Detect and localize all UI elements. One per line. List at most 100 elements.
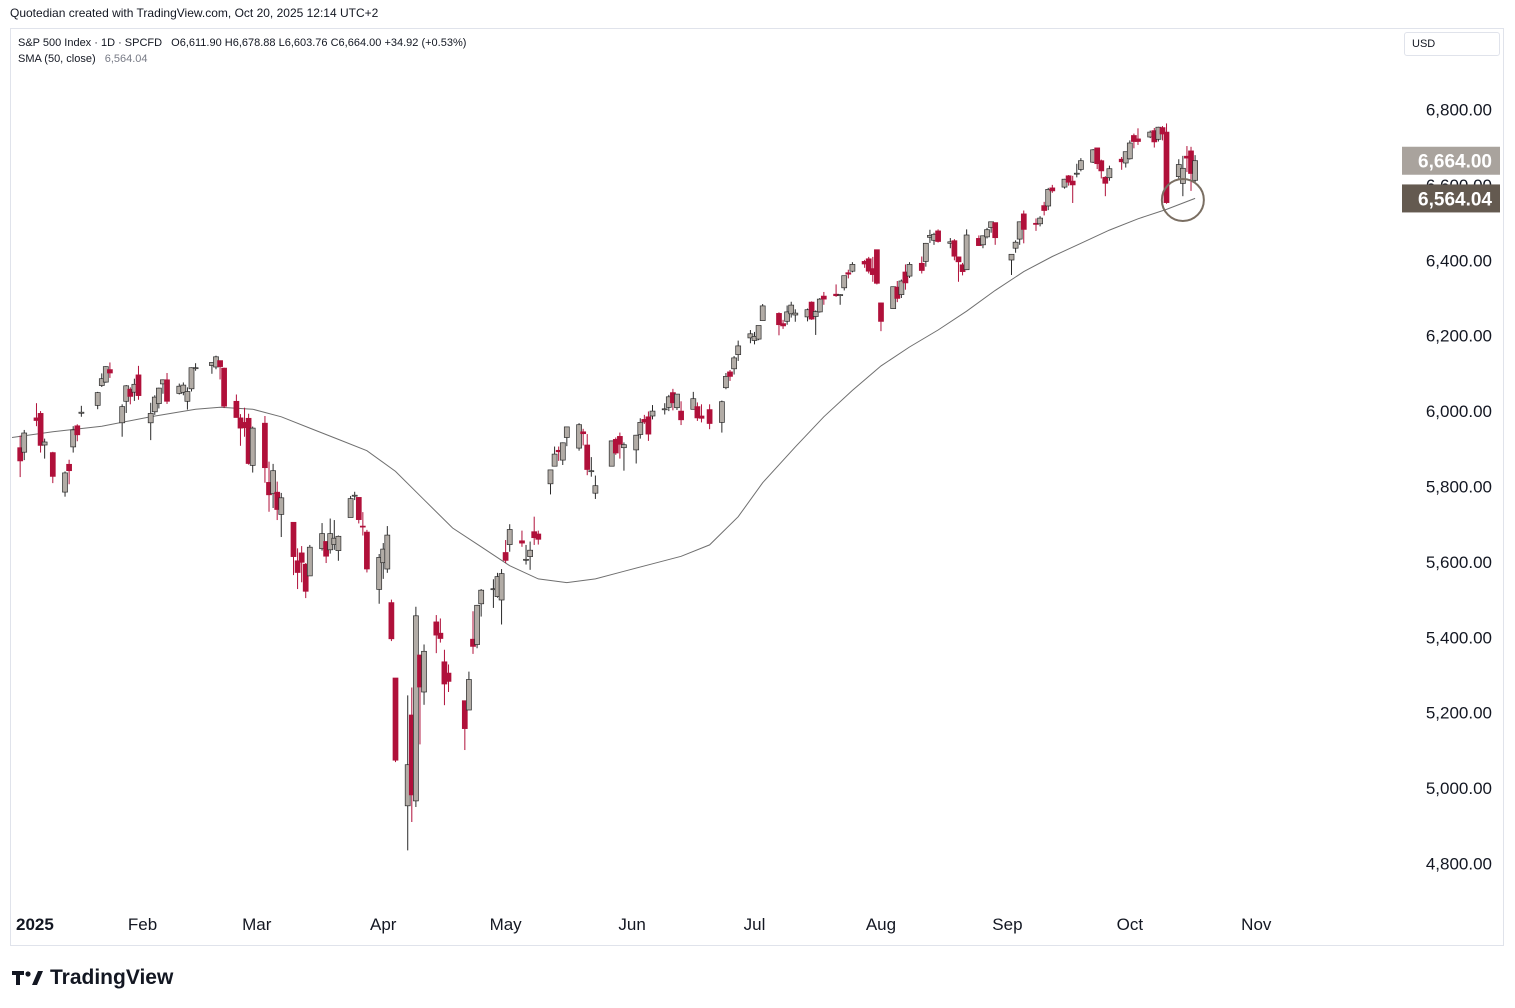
candle[interactable] [837, 294, 844, 305]
candle[interactable] [384, 526, 391, 573]
candle[interactable] [523, 544, 529, 565]
candle[interactable] [727, 369, 733, 381]
candle[interactable] [1094, 147, 1101, 170]
candle[interactable] [519, 530, 525, 547]
candle[interactable] [249, 426, 256, 473]
candle[interactable] [376, 553, 383, 604]
candle[interactable] [319, 523, 325, 551]
candle[interactable] [237, 414, 244, 446]
candle[interactable] [784, 305, 790, 325]
candle[interactable] [612, 437, 619, 455]
candle[interactable] [298, 546, 305, 583]
candle[interactable] [262, 415, 268, 483]
candle[interactable] [547, 469, 554, 495]
candle[interactable] [1078, 158, 1084, 172]
candle[interactable] [498, 569, 505, 625]
candle[interactable] [1049, 184, 1056, 193]
candle[interactable] [437, 618, 444, 643]
candle[interactable] [906, 262, 913, 279]
candle[interactable] [747, 330, 754, 344]
candle[interactable] [278, 492, 285, 538]
candle[interactable] [66, 459, 72, 485]
candle[interactable] [466, 671, 472, 711]
candle[interactable] [637, 418, 644, 439]
candle[interactable] [180, 382, 187, 396]
candle[interactable] [951, 239, 958, 261]
candle[interactable] [792, 309, 799, 322]
candle[interactable] [902, 264, 909, 290]
candle[interactable] [723, 373, 729, 390]
candle[interactable] [980, 235, 986, 249]
candle[interactable] [1073, 163, 1080, 178]
candle[interactable] [327, 518, 334, 554]
candle[interactable] [294, 548, 301, 590]
candle[interactable] [1098, 159, 1105, 179]
candle[interactable] [351, 491, 358, 501]
candle[interactable] [955, 256, 962, 282]
candle[interactable] [233, 394, 240, 418]
candle[interactable] [698, 404, 705, 423]
candle[interactable] [694, 402, 701, 421]
candle[interactable] [94, 391, 101, 410]
candle[interactable] [474, 604, 480, 649]
candle[interactable] [119, 404, 126, 437]
candle[interactable] [678, 401, 684, 426]
candle[interactable] [188, 367, 195, 392]
candle[interactable] [918, 256, 925, 274]
candle[interactable] [690, 391, 697, 410]
symbol-label[interactable]: S&P 500 Index · 1D · SPCFD [18, 37, 163, 49]
candle[interactable] [1012, 240, 1019, 253]
candle[interactable] [1037, 216, 1043, 227]
candle[interactable] [364, 529, 370, 573]
candle[interactable] [1065, 175, 1072, 186]
candle[interactable] [421, 644, 427, 705]
price-axis[interactable]: 4,800.00 5,000.00 5,200.00 5,400.00 5,600.00… [1426, 100, 1492, 873]
candle[interactable] [608, 440, 615, 467]
candle[interactable] [433, 615, 440, 654]
candle[interactable] [1180, 155, 1186, 197]
candle[interactable] [841, 275, 848, 291]
candle[interactable] [135, 365, 142, 400]
candle[interactable] [147, 402, 154, 441]
candle[interactable] [1163, 123, 1170, 204]
candle[interactable] [963, 229, 970, 271]
candle[interactable] [461, 700, 468, 751]
candle[interactable] [1020, 210, 1027, 244]
candle[interactable] [531, 516, 538, 545]
candle[interactable] [780, 319, 786, 329]
candle[interactable] [820, 291, 827, 305]
candle[interactable] [992, 222, 999, 245]
candle[interactable] [270, 463, 276, 508]
candle[interactable] [78, 405, 85, 417]
candle[interactable] [812, 310, 819, 335]
candle[interactable] [755, 325, 762, 341]
candle[interactable] [1159, 126, 1166, 141]
candle[interactable] [151, 395, 158, 415]
candle[interactable] [21, 429, 28, 461]
candle[interactable] [563, 426, 570, 447]
candle[interactable] [164, 373, 170, 404]
candle[interactable] [413, 606, 419, 807]
candle[interactable] [62, 471, 68, 497]
candle[interactable] [355, 497, 362, 524]
candle[interactable] [290, 521, 297, 576]
candle[interactable] [1016, 221, 1023, 245]
candle[interactable] [359, 512, 366, 536]
candle[interactable] [335, 535, 342, 561]
candle[interactable] [617, 432, 623, 459]
sma-line[interactable] [11, 197, 1196, 584]
candle[interactable] [865, 256, 872, 274]
candle[interactable] [661, 403, 668, 415]
candle[interactable] [347, 495, 354, 518]
candle[interactable] [527, 541, 533, 570]
candle[interactable] [1008, 253, 1015, 275]
candle[interactable] [922, 242, 929, 267]
candle[interactable] [37, 411, 44, 453]
candle[interactable] [719, 400, 725, 433]
candle[interactable] [706, 404, 713, 430]
annotation-circle[interactable] [1160, 177, 1205, 222]
candle[interactable] [107, 362, 113, 378]
candle[interactable] [984, 227, 990, 239]
candle[interactable] [845, 269, 852, 279]
candle[interactable] [192, 363, 199, 371]
